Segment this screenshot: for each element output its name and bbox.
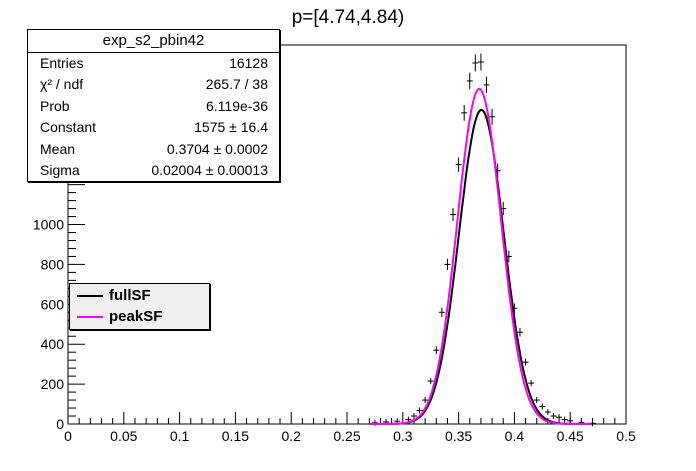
stats-value: 1575 ± 16.4 <box>194 119 268 136</box>
histogram-point <box>556 414 563 421</box>
stats-title: exp_s2_pbin42 <box>28 30 279 53</box>
fit-curve-peaksf <box>369 88 592 425</box>
histogram-point <box>433 346 440 355</box>
x-tick-label: 0.3 <box>393 428 413 444</box>
histogram-point <box>483 76 490 94</box>
histogram-point <box>455 157 462 172</box>
y-tick-label: 0 <box>56 416 64 432</box>
axes-group: 0 0.05 0.1 0.15 0.2 0.25 0.3 0.35 0.4 0.45 0.5 0 200… <box>33 48 636 444</box>
histogram-point <box>472 54 479 72</box>
stats-key: Constant <box>40 119 97 136</box>
x-tick-label: 0.05 <box>110 428 137 444</box>
legend-label-fullsf: fullSF <box>109 287 151 304</box>
stats-value: 6.119e-36 <box>205 97 268 114</box>
stats-key: Sigma <box>40 161 80 178</box>
stats-row: Mean 0.3704 ± 0.0002 <box>28 139 279 160</box>
stats-row: Sigma 0.02004 ± 0.00013 <box>28 160 279 181</box>
histogram-point <box>516 327 523 337</box>
x-tick-label: 0.2 <box>281 428 301 444</box>
x-tick-label: 0 <box>64 428 72 444</box>
histogram-point <box>533 397 540 404</box>
x-tick-label: 0.15 <box>222 428 249 444</box>
histogram-point <box>461 104 468 121</box>
chart-title: p=[4.74,4.84) <box>292 7 405 28</box>
histogram-point <box>544 409 551 416</box>
stats-value: 265.7 / 38 <box>205 76 268 93</box>
histogram-point <box>561 416 568 423</box>
x-tick-label: 0.1 <box>170 428 190 444</box>
legend-swatch-fullsf <box>77 295 103 297</box>
y-tick-label: 600 <box>41 296 65 312</box>
x-tick-label: 0.35 <box>445 428 472 444</box>
histogram-point <box>450 208 457 222</box>
y-tick-label: 800 <box>41 256 65 272</box>
y-tick-label: 200 <box>41 376 65 392</box>
y-tick-label: 400 <box>41 336 65 352</box>
stats-key: Entries <box>40 55 84 71</box>
histogram-point <box>489 108 496 125</box>
histogram-point <box>444 258 451 271</box>
histogram-point <box>477 53 484 71</box>
stats-key: Mean <box>40 140 76 157</box>
stats-box: exp_s2_pbin42 Entries 16128 χ² / ndf 265.7 … <box>27 29 280 182</box>
x-tick-label: 0.25 <box>333 428 360 444</box>
legend-item-peaksf: peakSF <box>75 307 205 327</box>
histogram-point <box>422 397 429 404</box>
fit-curve-fullsf <box>369 108 592 425</box>
stats-value: 0.3704 ± 0.0002 <box>166 140 268 157</box>
stats-row: Entries 16128 <box>28 53 279 74</box>
x-tick-label: 0.5 <box>616 428 636 444</box>
histogram-point <box>427 378 434 385</box>
stats-value: 16128 <box>229 55 268 71</box>
histogram-point <box>466 72 473 90</box>
stats-value: 0.02004 ± 0.00013 <box>151 161 268 178</box>
y-tick-label: 1000 <box>33 217 64 233</box>
stats-row: Prob 6.119e-36 <box>28 96 279 117</box>
histogram-point <box>416 407 423 414</box>
stats-row: Constant 1575 ± 16.4 <box>28 117 279 138</box>
histogram-point <box>567 417 574 424</box>
stats-key: Prob <box>40 97 70 114</box>
x-tick-label: 0.4 <box>505 428 525 444</box>
data-marks-group <box>369 53 596 427</box>
legend-swatch-peaksf <box>77 316 103 318</box>
histogram-point <box>528 380 535 387</box>
histogram-point <box>550 413 557 420</box>
x-tick-label: 0.45 <box>557 428 584 444</box>
stats-row: χ² / ndf 265.7 / 38 <box>28 74 279 95</box>
stats-key: χ² / ndf <box>40 76 84 93</box>
legend: fullSF peakSF <box>69 283 210 330</box>
legend-item-fullsf: fullSF <box>75 286 205 306</box>
legend-label-peaksf: peakSF <box>109 308 163 325</box>
histogram-point <box>438 307 445 318</box>
histogram-point <box>410 413 417 420</box>
histogram-point <box>539 403 546 410</box>
histogram-point <box>522 358 529 366</box>
